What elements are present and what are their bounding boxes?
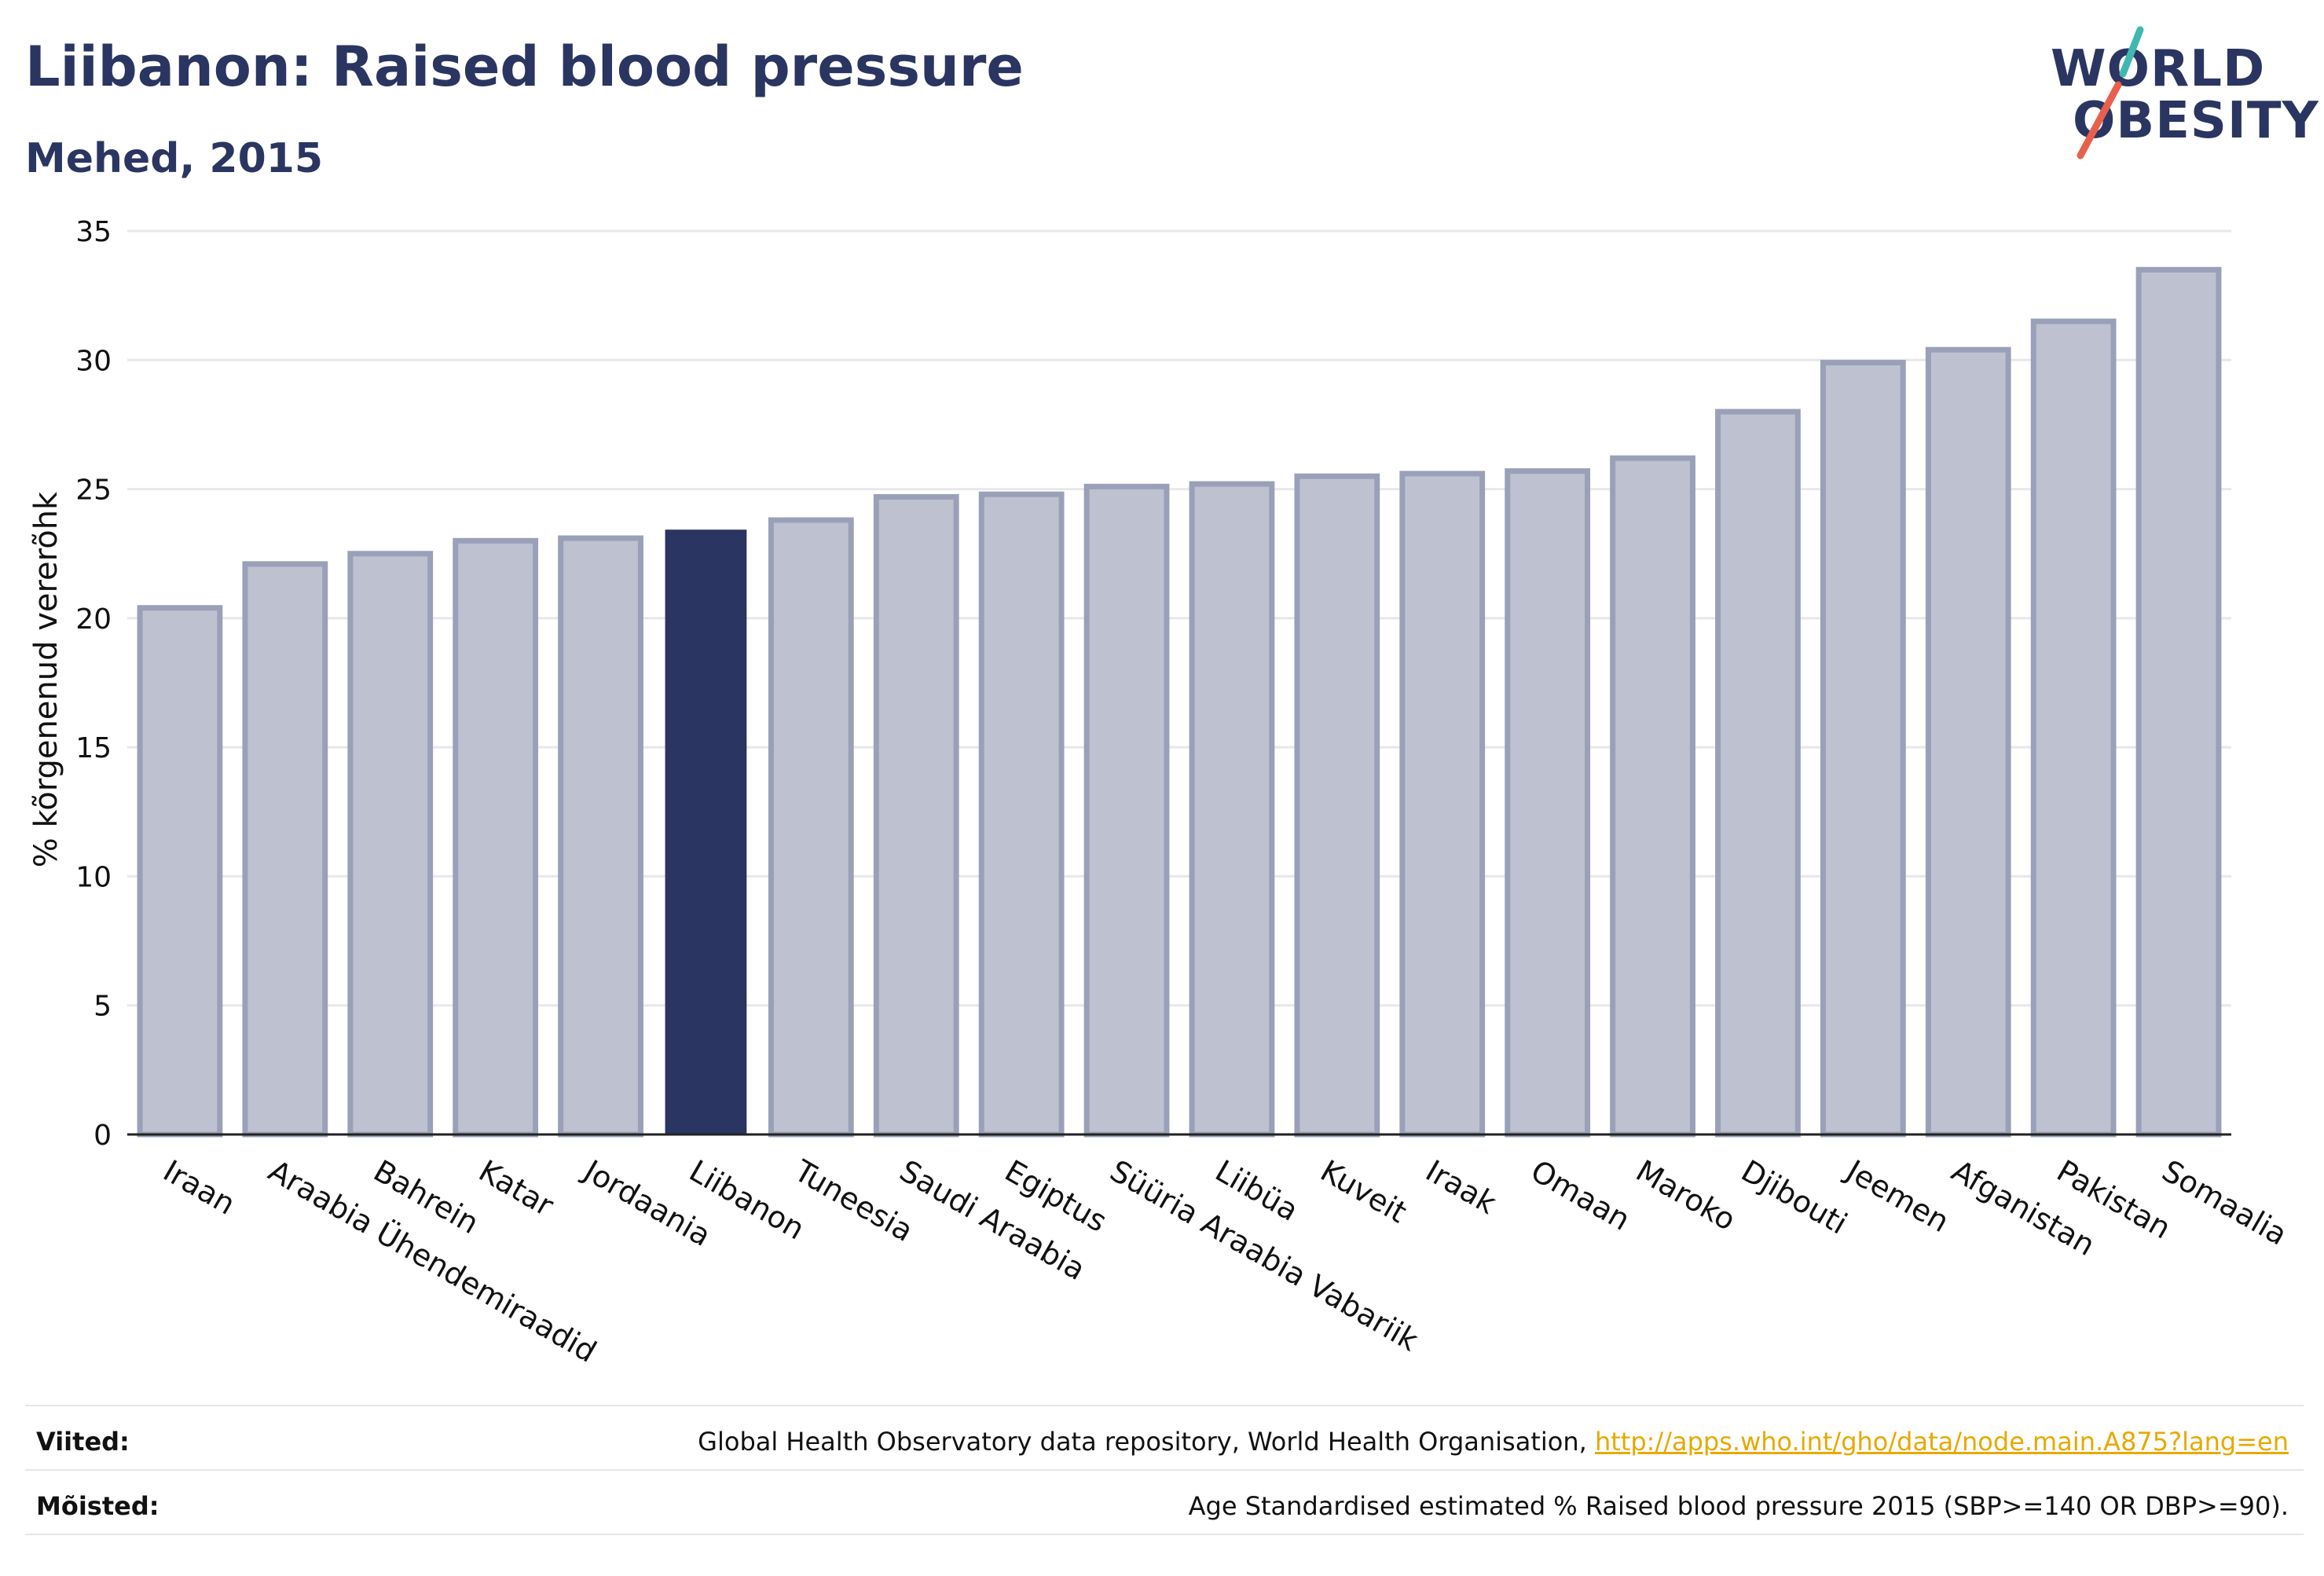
sources-label: Viited: (36, 1427, 130, 1457)
bar-kuveit (1294, 473, 1380, 1138)
bar-süüria-araabia-vabariik (1083, 483, 1170, 1138)
bar-tuneesia (768, 517, 854, 1138)
y-tick-label: 5 (93, 991, 112, 1023)
x-tick-label: Tuneesia (788, 1153, 919, 1248)
x-tick-label: Iraak (1420, 1153, 1502, 1221)
chart-subtitle: Mehed, 2015 (25, 135, 324, 182)
grid-lines (127, 229, 2231, 1007)
bar-jordaania (558, 535, 643, 1138)
definitions-text: Age Standardised estimated % Raised bloo… (1188, 1491, 2289, 1521)
footer-divider (25, 1405, 2304, 1406)
x-tick-label: Maroko (1630, 1153, 1742, 1237)
bar-bahrein (347, 551, 434, 1138)
world-obesity-logo: WORLD OBESITY (2051, 24, 2319, 165)
logo-line-1: WORLD (2051, 40, 2266, 98)
bar-saudi-araabia (873, 493, 959, 1138)
bar-iraan (137, 605, 223, 1138)
bar-iraak (1399, 471, 1486, 1138)
bar-katar (453, 537, 539, 1138)
bar-djibouti (1715, 409, 1801, 1138)
sources-link[interactable]: http://apps.who.int/gho/data/node.main.A… (1594, 1427, 2289, 1457)
definitions-label: Mõisted: (36, 1491, 159, 1521)
bar-omaan (1505, 468, 1591, 1138)
y-tick-labels: 0 5 10 15 20 25 30 35 (75, 216, 112, 1152)
y-tick-label: 0 (93, 1120, 112, 1152)
x-tick-label: Katar (473, 1153, 559, 1223)
y-tick-label: 20 (75, 603, 112, 636)
x-tick-label: Saudi Araabia (894, 1153, 1091, 1287)
chart-title: Liibanon: Raised blood pressure (25, 35, 1024, 99)
bar-jeemen (1820, 360, 1906, 1138)
bars (137, 266, 2222, 1138)
y-axis-label: % kõrgenenud vererõhk (28, 491, 64, 867)
y-tick-label: 35 (75, 216, 112, 248)
bar-liibüa (1189, 481, 1275, 1138)
bar-pakistan (2030, 318, 2117, 1138)
x-tick-label: Iraan (157, 1153, 240, 1222)
bar-egiptus (978, 491, 1065, 1138)
sources-text: Global Health Observatory data repositor… (698, 1427, 2289, 1457)
logo-slash-icon (2077, 26, 2144, 159)
bar-liibanon (665, 530, 747, 1135)
bar-maroko (1610, 455, 1695, 1138)
bar-araabia-ühendemiraadid (242, 561, 328, 1138)
y-tick-label: 25 (75, 475, 112, 507)
bar-chart: 0 5 10 15 20 25 30 35 Iraan Araabia Ühendemiraad… (28, 216, 2293, 1369)
y-tick-label: 30 (75, 345, 112, 377)
y-tick-label: 15 (75, 732, 112, 764)
sources-description: Global Health Observatory data repositor… (698, 1427, 1595, 1457)
logo-line-2: OBESITY (2073, 92, 2319, 150)
bar-somaalia (2135, 266, 2222, 1138)
x-tick-label: Kuveit (1314, 1153, 1413, 1230)
x-tick-label: Djibouti (1736, 1153, 1853, 1241)
x-tick-label: Omaan (1525, 1153, 1636, 1237)
footer-divider (25, 1469, 2304, 1471)
y-tick-label: 10 (75, 861, 112, 893)
x-tick-label: Jeemen (1839, 1153, 1955, 1239)
x-tick-label: Somaalia (2157, 1153, 2293, 1252)
bar-afganistan (1925, 346, 2011, 1138)
footer-divider (25, 1534, 2304, 1535)
